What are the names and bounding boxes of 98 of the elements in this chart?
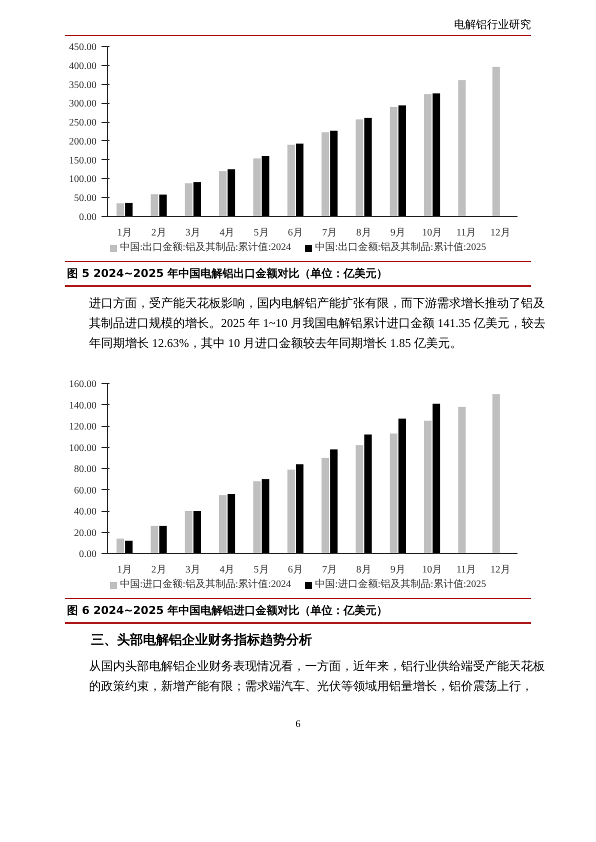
legend-label: 中国:出口金额:铝及其制品:累计值:2025: [315, 242, 486, 253]
x-tick-label: 10月: [422, 228, 442, 238]
text: 图 6 2024~2025 年中国电解铝进口金额对比（单位：亿美元）: [67, 603, 388, 619]
text: 从国内头部电解铝企业财务表现情况看，一方面，近年来，铝行业供给端受产能天花板的政策约束，新增产能有限；需求端汽车、光伏等领域用铝量增长，铝价震荡上行，: [89, 658, 546, 695]
bar: [322, 132, 330, 216]
y-tick-label: 200.00: [69, 136, 96, 148]
legend-label: 中国:进口金额:铝及其制品:累计值:2025: [315, 579, 486, 590]
bar: [390, 106, 398, 216]
bar: [398, 105, 406, 216]
text: 图 5 2024~2025 年中国电解铝出口金额对比（单位：亿美元）: [67, 266, 388, 282]
text: 6: [296, 718, 300, 732]
bar: [253, 158, 261, 216]
bar: [262, 479, 270, 554]
x-tick-label: 7月: [322, 564, 338, 576]
bar: [125, 540, 133, 554]
x-tick-label: 12月: [490, 564, 510, 576]
bar: [159, 194, 167, 216]
y-tick-label: 350.00: [69, 80, 96, 91]
bar: [184, 511, 192, 554]
x-tick-label: 5月: [254, 564, 269, 576]
y-tick-label: 20.00: [74, 528, 96, 539]
x-tick-label: 9月: [390, 564, 406, 576]
bar: [150, 526, 158, 554]
x-tick-label: 8月: [356, 228, 372, 238]
y-tick-label: 0.00: [79, 212, 96, 223]
text: 三、头部电解铝企业财务指标趋势分析: [91, 631, 312, 649]
x-tick-label: 8月: [356, 564, 372, 576]
bar: [150, 194, 158, 216]
bar: [492, 66, 500, 216]
bar: [458, 80, 466, 216]
bar: [219, 171, 227, 216]
y-tick-label: 0.00: [79, 549, 96, 560]
x-tick-label: 11月: [456, 228, 476, 238]
bar: [116, 203, 124, 216]
x-tick-label: 3月: [185, 564, 200, 576]
bar: [296, 144, 304, 216]
y-tick-label: 50.00: [74, 193, 96, 204]
bar: [228, 169, 236, 216]
bar: [398, 418, 406, 554]
x-tick-label: 7月: [322, 228, 338, 238]
bar: [364, 118, 372, 216]
x-tick-label: 1月: [117, 564, 132, 576]
bar: [253, 481, 261, 554]
x-tick-label: 6月: [288, 564, 303, 576]
bar: [287, 144, 295, 216]
x-tick-label: 11月: [456, 564, 476, 576]
bar: [193, 182, 201, 216]
text: 电解铝行业研究: [454, 18, 531, 33]
y-tick-label: 100.00: [69, 442, 96, 454]
bar: [184, 183, 192, 216]
text: 进口方面，受产能天花板影响，国内电解铝产能扩张有限，而下游需求增长推动了铝及其制品进口规模的增长。2025 年 1~10 月我国电解铝累计进口金额 141.35 亿美元，较去年同期增长 12.63%，其中 10 月进口金额较去年同期增长 1.85 亿美元。: [89, 295, 546, 352]
legend-label: 中国:进口金额:铝及其制品:累计值:2024: [120, 579, 291, 590]
y-tick-label: 300.00: [69, 98, 96, 110]
bar: [364, 434, 372, 554]
x-tick-label: 5月: [254, 228, 269, 238]
x-tick-label: 1月: [117, 228, 132, 238]
bar: [228, 494, 236, 554]
bar: [193, 511, 201, 554]
bar: [322, 458, 330, 554]
bar: [116, 538, 124, 554]
y-tick-label: 150.00: [69, 155, 96, 166]
y-tick-label: 450.00: [69, 42, 96, 53]
bar: [356, 445, 364, 554]
bar: [125, 202, 133, 216]
bar: [219, 495, 227, 554]
bar: [390, 433, 398, 554]
x-tick-label: 2月: [151, 228, 166, 238]
x-tick-label: 4月: [220, 564, 235, 576]
y-tick-label: 400.00: [69, 60, 96, 72]
bar: [159, 526, 167, 554]
x-tick-label: 10月: [422, 564, 442, 576]
bar: [296, 464, 304, 554]
y-tick-label: 120.00: [69, 422, 96, 432]
bar: [432, 93, 440, 216]
legend-label: 中国:出口金额:铝及其制品:累计值:2024: [120, 242, 291, 253]
x-tick-label: 9月: [390, 228, 406, 238]
bar: [330, 130, 338, 216]
bar: [458, 406, 466, 554]
bar: [330, 449, 338, 554]
y-tick-label: 60.00: [74, 485, 96, 496]
bar: [262, 156, 270, 216]
x-tick-label: 6月: [288, 228, 303, 238]
x-tick-label: 4月: [220, 228, 235, 238]
bar: [287, 470, 295, 554]
x-tick-label: 2月: [151, 564, 166, 576]
y-tick-label: 140.00: [69, 400, 96, 412]
bar: [424, 94, 432, 216]
bar: [492, 394, 500, 554]
y-tick-label: 80.00: [74, 464, 96, 475]
bar: [356, 119, 364, 216]
bar: [424, 420, 432, 554]
bar: [432, 404, 440, 554]
y-tick-label: 250.00: [69, 118, 96, 129]
y-tick-label: 100.00: [69, 174, 96, 186]
x-tick-label: 12月: [490, 228, 510, 238]
x-tick-label: 3月: [185, 228, 200, 238]
y-tick-label: 160.00: [69, 379, 96, 390]
y-tick-label: 40.00: [74, 506, 96, 518]
